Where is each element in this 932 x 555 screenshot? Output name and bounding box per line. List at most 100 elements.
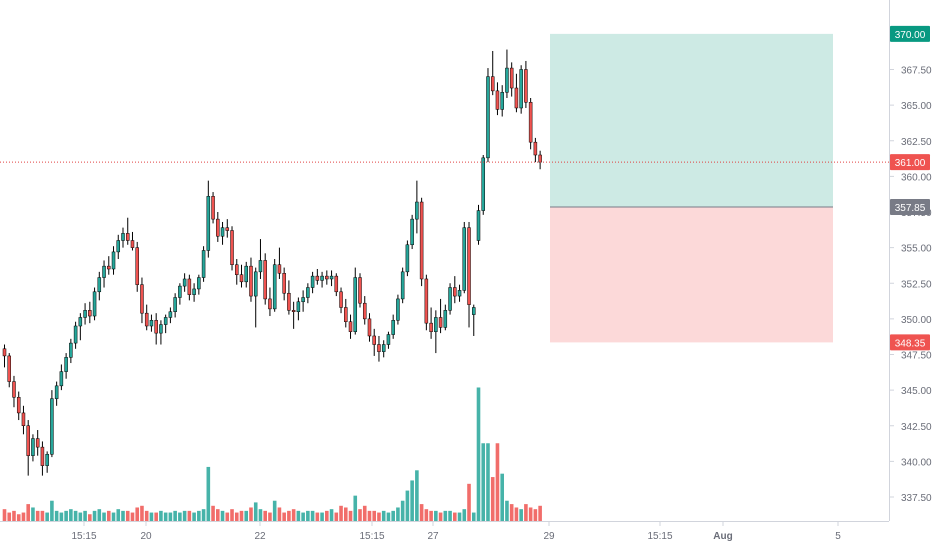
volume-bar [476, 387, 481, 521]
volume-bar [182, 510, 187, 521]
price-tick-label: 360.00 [901, 172, 932, 183]
price-axis[interactable]: 337.50 340.00 342.50 345.00 347.50 350.00 352.… [889, 66, 932, 505]
candle-body [353, 277, 358, 332]
volume-bar [144, 510, 149, 521]
candle-body [495, 90, 500, 110]
volume-bar [21, 512, 26, 521]
candle-body [320, 275, 324, 281]
target-price-label-text: 370.00 [895, 30, 926, 41]
price-tick-label: 342.50 [901, 422, 932, 433]
candle-body [419, 201, 424, 280]
candle-body [287, 292, 291, 311]
volume-bar [234, 512, 239, 521]
candle-body [116, 240, 121, 253]
volume-bar [69, 509, 73, 521]
volume-bar [121, 510, 125, 521]
volume-bar [130, 512, 135, 521]
volume-bar [424, 509, 429, 521]
volume-bar [154, 512, 158, 521]
price-tick-label: 345.00 [901, 386, 932, 397]
candle-body [467, 227, 471, 305]
volume-bar [125, 510, 130, 521]
entry-price-label: 357.85 [890, 199, 930, 216]
volume-bar [438, 512, 443, 521]
candle-body [528, 102, 533, 143]
candle-body [2, 348, 7, 357]
volume-bar [429, 510, 433, 521]
candle-body [206, 196, 211, 251]
candle-body [325, 275, 329, 280]
candle-body [92, 291, 97, 317]
volume-bar [296, 510, 301, 521]
candle-body [83, 310, 87, 318]
volume-bar [391, 510, 395, 521]
volume-bar [12, 510, 16, 521]
volume-bar [116, 509, 121, 521]
candle-body [334, 275, 339, 293]
volume-bar [263, 510, 267, 521]
candle-body [500, 92, 504, 110]
candle-body [263, 260, 267, 300]
candle-body [154, 320, 158, 334]
volume-bar [443, 510, 448, 521]
price-axis-labels: 370.00 361.00 357.85 348.35 [890, 25, 930, 351]
candle-body [258, 260, 263, 273]
volume-bar [73, 510, 78, 521]
volume-bar [495, 443, 500, 521]
candle-body [187, 278, 192, 295]
volume-bar [419, 504, 424, 521]
candle-body [244, 265, 248, 283]
candle-body [211, 196, 215, 220]
volume-bar [343, 507, 348, 521]
candle-body [88, 310, 92, 317]
price-tick-label: 352.50 [901, 279, 932, 290]
volume-bar [50, 500, 54, 521]
candle-body [310, 275, 315, 288]
time-tick-label: 5 [835, 531, 841, 542]
volume-bar [367, 510, 372, 521]
volume-bar [239, 510, 244, 521]
volume-bar [78, 512, 83, 521]
volume-bar [216, 509, 220, 521]
volume-bar [35, 510, 40, 521]
volume-bar [173, 510, 177, 521]
candle-body [329, 275, 334, 280]
volume-bar [405, 490, 410, 521]
price-tick-label: 347.50 [901, 351, 932, 362]
candle-body [59, 371, 64, 387]
candle-body [472, 307, 476, 315]
time-axis[interactable]: 15:15 20 22 15:15 27 29 15:15 Aug 5 [71, 521, 841, 542]
candle-body [197, 277, 201, 290]
volume-bar [400, 500, 405, 521]
loss-zone [550, 207, 833, 343]
position-tool[interactable] [550, 33, 833, 343]
volume-bar [45, 512, 49, 521]
volume-bar [381, 510, 386, 521]
volume-bar [334, 512, 339, 521]
time-tick-label: 22 [254, 531, 266, 542]
candle-body [249, 265, 253, 297]
volume-bar [249, 507, 253, 521]
candle-body [26, 425, 30, 456]
candle-body [400, 271, 405, 300]
target-price-label-box [890, 25, 930, 42]
price-tick-label: 362.50 [901, 137, 932, 148]
volume-bar [339, 505, 343, 521]
candle-body [102, 265, 106, 278]
candle-body [268, 298, 272, 310]
volume-bar [40, 510, 45, 521]
candle-body [476, 210, 481, 241]
volume-bar [467, 483, 471, 521]
candle-body [16, 397, 21, 414]
volume-bar [329, 509, 334, 521]
volume-bar [197, 510, 201, 521]
volume-bar [315, 512, 320, 521]
candle-body [192, 288, 196, 295]
candle-body [367, 318, 372, 337]
volume-bar [301, 512, 305, 521]
time-tick-label: Aug [713, 531, 732, 542]
volume-bar [538, 505, 542, 521]
candle-body [490, 76, 495, 92]
